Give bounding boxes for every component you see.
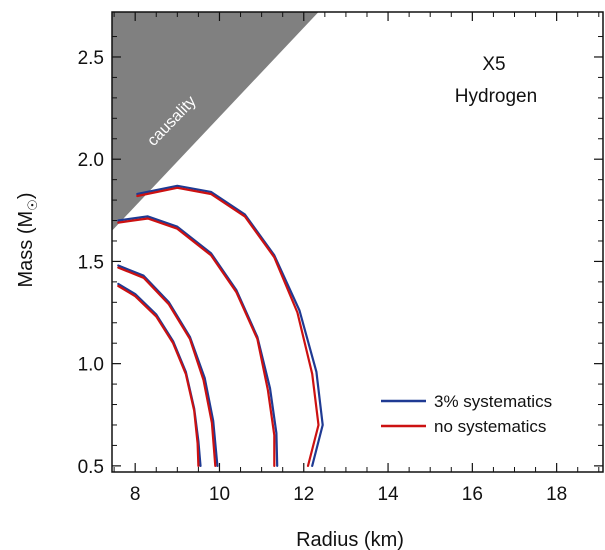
legend-label-3pct: 3% systematics bbox=[434, 392, 552, 411]
causality-region bbox=[112, 12, 319, 231]
contour-line-3pct-2 bbox=[117, 215, 279, 467]
y-tick-label: 1.0 bbox=[78, 355, 104, 376]
x-tick-label: 10 bbox=[209, 484, 230, 505]
x-axis-title: Radius (km) bbox=[296, 529, 404, 550]
contour-lines bbox=[117, 184, 324, 467]
tick-labels: 8 10 12 14 16 18 0.5 1.0 1.5 2.0 2.5 bbox=[78, 48, 568, 505]
annotation-hydrogen: Hydrogen bbox=[455, 86, 537, 107]
contour-line-3pct-3 bbox=[136, 184, 324, 467]
plot-frame bbox=[111, 11, 604, 473]
contour-line-no-sys-2 bbox=[117, 217, 276, 467]
y-tick-label: 0.5 bbox=[78, 457, 104, 478]
axis-ticks bbox=[112, 12, 603, 472]
contour-line-3pct-0 bbox=[117, 282, 202, 467]
x-tick-label: 14 bbox=[377, 484, 399, 505]
contour-line-no-sys-3 bbox=[136, 186, 320, 467]
legend: 3% systematics no systematics bbox=[381, 392, 552, 436]
y-tick-label: 2.0 bbox=[78, 150, 104, 171]
x-tick-label: 12 bbox=[293, 484, 314, 505]
legend-label-no-sys: no systematics bbox=[434, 417, 546, 436]
annotation-x5: X5 bbox=[482, 54, 505, 75]
x-tick-label: 18 bbox=[546, 484, 567, 505]
contour-line-no-sys-1 bbox=[117, 266, 217, 467]
y-axis-title: Mass (M☉) bbox=[15, 193, 40, 288]
contour-line-no-sys-0 bbox=[117, 284, 200, 467]
plot-area bbox=[112, 12, 324, 467]
x-tick-label: 8 bbox=[130, 484, 141, 505]
y-tick-label: 2.5 bbox=[78, 48, 104, 69]
x-tick-label: 16 bbox=[462, 484, 483, 505]
y-tick-label: 1.5 bbox=[78, 252, 104, 273]
